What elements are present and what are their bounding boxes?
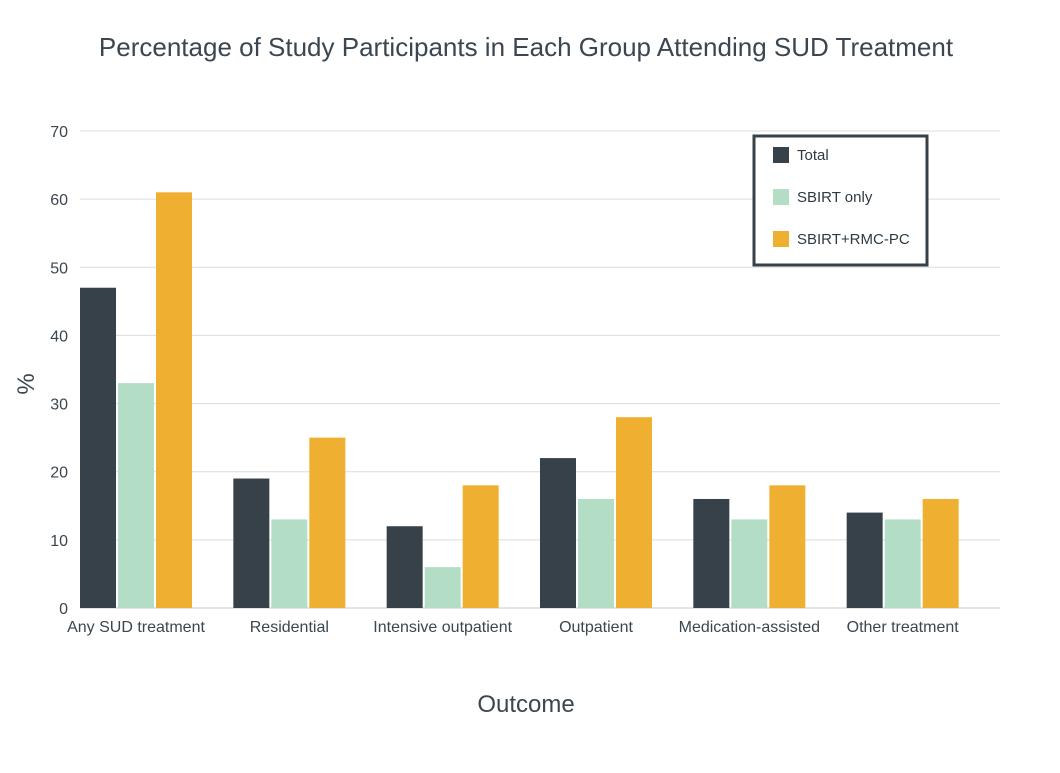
bar	[424, 567, 461, 608]
bar	[540, 458, 576, 608]
bar	[616, 417, 652, 608]
bar	[80, 287, 116, 608]
x-axis-ticks: Any SUD treatment Residential Intensive ou…	[67, 619, 959, 636]
chart-title: Percentage of Study Participants in Each…	[99, 32, 954, 62]
bar	[731, 519, 768, 608]
bar	[693, 498, 730, 608]
bars	[80, 192, 959, 609]
legend-label: SBIRT+RMC-PC	[797, 231, 910, 248]
x-axis-label: Outcome	[477, 691, 574, 718]
x-tick-label: Residential	[250, 619, 329, 636]
y-tick-label: 20	[50, 465, 68, 482]
bar	[386, 526, 423, 608]
bar	[156, 192, 192, 609]
bar	[922, 498, 959, 608]
legend-swatch	[773, 231, 789, 247]
y-tick-label: 70	[50, 124, 68, 141]
bar	[462, 485, 499, 608]
y-tick-label: 60	[50, 192, 68, 209]
y-tick-label: 0	[59, 601, 68, 618]
bar	[578, 498, 614, 608]
bar	[769, 485, 806, 608]
y-tick-label: 50	[50, 260, 68, 277]
y-axis-label: %	[13, 373, 40, 394]
legend-label: SBIRT only	[797, 189, 873, 206]
legend-label: Total	[797, 147, 829, 164]
bar	[846, 512, 883, 608]
y-tick-label: 10	[50, 533, 68, 550]
bar	[233, 478, 270, 608]
x-tick-label: Medication-assisted	[679, 619, 820, 636]
legend: Total SBIRT only SBIRT+RMC-PC	[752, 134, 929, 267]
bar	[309, 437, 346, 608]
y-axis-ticks: 0 10 20 30 40 50 60 70	[50, 124, 68, 618]
x-tick-label: Outpatient	[559, 619, 633, 636]
legend-swatch	[773, 189, 789, 205]
x-tick-label: Any SUD treatment	[67, 619, 205, 636]
bar	[118, 383, 154, 608]
x-tick-label: Other treatment	[847, 619, 960, 636]
y-tick-label: 30	[50, 397, 68, 414]
bar	[271, 519, 308, 608]
legend-items: Total SBIRT only SBIRT+RMC-PC	[773, 147, 910, 248]
bar	[884, 519, 921, 608]
x-tick-label: Intensive outpatient	[373, 619, 512, 636]
y-tick-label: 40	[50, 328, 68, 345]
legend-swatch	[773, 147, 789, 163]
